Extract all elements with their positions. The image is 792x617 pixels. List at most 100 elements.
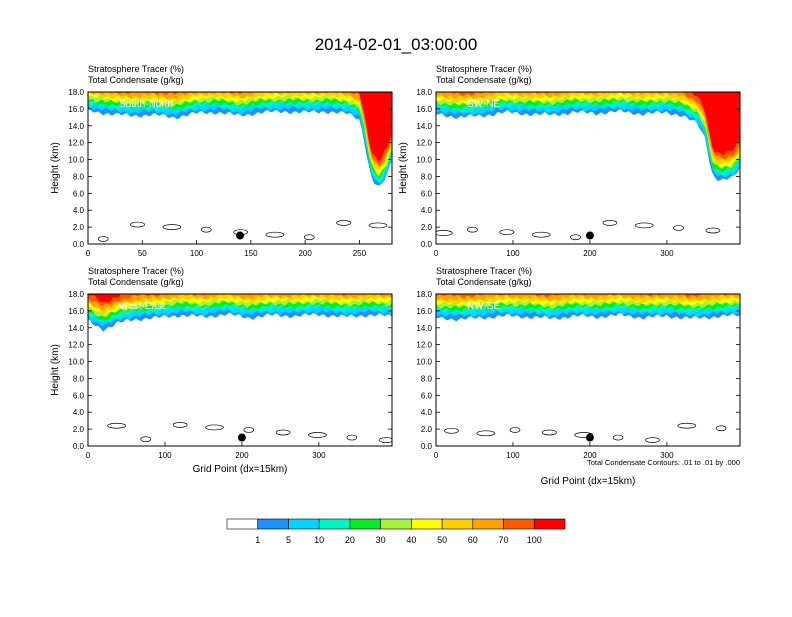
section-label: SW-NE [467,99,500,110]
x-tick-label: 200 [583,249,597,258]
tracer-field [88,294,392,443]
colorbar: 1 5 10 20 30 40 50 60 70 100 [226,518,566,545]
y-tick-label: 6.0 [73,189,85,198]
panel-subtitle: Total Condensate (g/kg) [88,75,184,85]
y-tick-label: 8.0 [73,374,85,383]
colorbar-label: 10 [314,535,324,545]
y-tick-label: 4.0 [421,408,433,417]
panel-subtitle: Stratosphere Tracer (%) [88,64,184,74]
y-tick-label: 10.0 [68,358,84,367]
colorbar-label: 20 [345,535,355,545]
condensate-contour [531,231,551,238]
condensate-contour [444,427,459,434]
condensate-contour [303,234,315,241]
tracer-band-100 [88,294,392,303]
panel-subtitle: Stratosphere Tracer (%) [436,64,532,74]
y-tick-label: 18.0 [68,88,84,97]
colorbar-label: 40 [406,535,416,545]
section-label: NW-SE [467,301,500,312]
page-title: 2014-02-01_03:00:00 [315,35,478,54]
y-tick-label: 18.0 [68,290,84,299]
condensate-contour [715,425,727,432]
panel-nw-se: Stratosphere Tracer (%)Total Condensate … [416,266,741,487]
colorbar-swatch [380,518,412,530]
condensate-contour [705,227,721,234]
y-tick-label: 4.0 [421,206,433,215]
condensate-contour [346,434,358,441]
x-tick-label: 150 [244,249,258,258]
plot-frame [87,293,393,447]
colorbar-swatch [533,518,566,530]
x-tick-label: 100 [506,249,520,258]
y-tick-label: 8.0 [421,172,433,181]
contour-note: Total Condensate Contours: .01 to .01 by… [587,458,740,467]
section-label: West-East [119,301,165,312]
y-tick-label: 12.0 [68,139,84,148]
colorbar-swatch [503,518,535,530]
location-marker [585,231,594,240]
y-tick-label: 16.0 [416,105,432,114]
y-tick-label: 10.0 [416,358,432,367]
y-tick-label: 6.0 [421,391,433,400]
colorbar-swatch [472,518,504,530]
condensate-contour [645,437,660,443]
colorbar-swatch [226,518,259,530]
location-marker [585,433,594,442]
condensate-contour [130,221,145,228]
x-axis-label: Grid Point (dx=15km) [193,464,288,475]
colorbar-swatch [349,518,381,530]
colorbar-swatch [411,518,443,530]
panel-subtitle: Stratosphere Tracer (%) [88,266,184,276]
location-marker [236,231,244,240]
colorbar-label: 1 [255,535,260,545]
colorbar-swatch [288,518,320,530]
colorbar-swatch [441,518,474,530]
x-tick-label: 200 [583,451,597,460]
condensate-contour [677,422,697,429]
colorbar-label: 100 [527,535,542,545]
y-axis-label: Height (km) [50,344,61,396]
tracer-field [88,92,392,242]
condensate-contour [542,429,557,436]
y-tick-label: 0.0 [73,240,85,249]
condensate-contour [205,424,224,431]
condensate-contour [200,226,212,233]
x-tick-label: 250 [353,249,367,258]
condensate-contour [612,434,624,441]
y-tick-label: 2.0 [421,223,433,232]
colorbar-label: 30 [376,535,386,545]
condensate-contour [476,430,496,437]
y-tick-label: 0.0 [421,442,433,451]
y-tick-label: 0.0 [73,442,85,451]
y-axis-label: Height (km) [398,142,409,194]
y-tick-label: 4.0 [73,408,85,417]
condensate-contour [602,220,618,226]
y-tick-label: 12.0 [416,139,432,148]
condensate-contour [378,437,392,443]
tracer-band-40 [88,294,392,315]
condensate-contour [107,422,126,429]
plot-frame [87,91,393,245]
colorbar-swatch [318,518,351,530]
plot-frame [435,91,741,245]
y-tick-label: 14.0 [68,324,84,333]
y-tick-label: 12.0 [416,341,432,350]
y-tick-label: 14.0 [416,122,432,131]
tracer-band-100 [436,92,740,155]
y-tick-label: 8.0 [73,172,85,181]
condensate-contour [162,224,182,230]
y-tick-label: 16.0 [416,307,432,316]
panel-subtitle: Total Condensate (g/kg) [436,75,532,85]
x-tick-label: 0 [86,451,91,460]
condensate-contour [570,234,581,241]
colorbar-label: 50 [437,535,447,545]
y-tick-label: 12.0 [68,341,84,350]
condensate-contour [97,236,109,242]
x-tick-label: 100 [190,249,204,258]
colorbar-label: 60 [468,535,478,545]
condensate-contour [368,222,388,229]
y-tick-label: 16.0 [68,307,84,316]
condensate-contour [467,226,478,233]
